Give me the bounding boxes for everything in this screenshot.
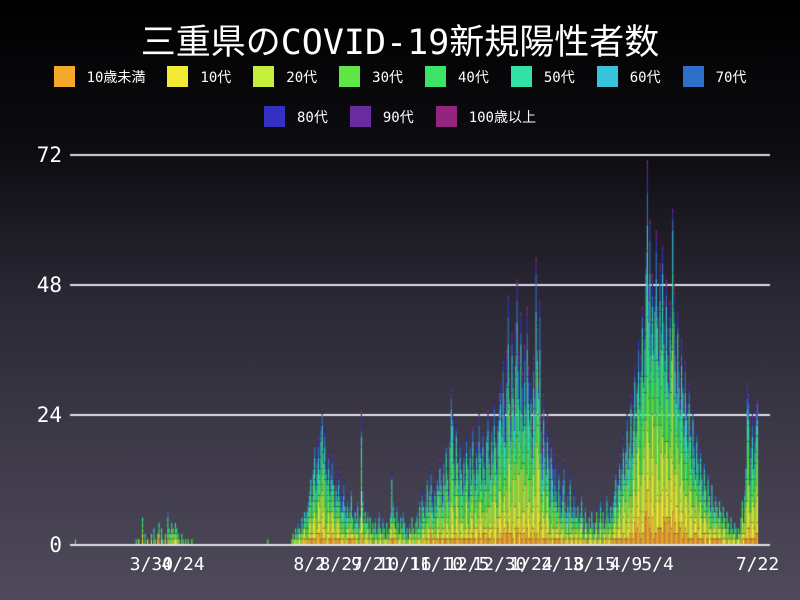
legend-swatch-icon (682, 66, 704, 87)
legend-item: 70代 (682, 66, 747, 87)
y-tick-label: 0 (49, 533, 62, 557)
legend-label: 80代 (296, 109, 328, 126)
x-tick-label: 12/30 (472, 554, 527, 575)
x-tick-label: 4/9 (609, 554, 643, 575)
chart-title: 三重県のCOVID-19新規陽性者数 (140, 23, 660, 63)
legend-swatch-icon (167, 66, 189, 87)
legend-label: 10歳未満 (86, 69, 146, 86)
legend-item: 90代 (349, 106, 414, 127)
x-tick-label: 8/27 (319, 554, 363, 575)
x-tick-label: 4/24 (161, 554, 205, 575)
legend-swatch-icon (263, 106, 285, 127)
legend-swatch-icon (510, 66, 532, 87)
legend-swatch-icon (53, 66, 75, 87)
legend-item: 50代 (510, 66, 575, 87)
y-tick-label: 48 (36, 273, 62, 297)
x-tick-label: 3/30 (129, 554, 174, 575)
legend-label: 90代 (382, 109, 414, 126)
legend-label: 20代 (286, 69, 318, 86)
legend-swatch-icon (425, 66, 446, 87)
x-tick-label: 11/10 (409, 554, 464, 575)
legend-label: 70代 (715, 69, 747, 86)
legend-label: 10代 (200, 69, 232, 86)
legend-row-1: 10歳未満 10代 20代 30代 40代 50代 60代 70代 (0, 66, 800, 87)
x-tick-label: 9/21 (351, 554, 395, 575)
legend-item: 20代 (253, 66, 317, 87)
y-tick-label: 72 (36, 143, 62, 167)
x-tick-label: 1/24 (509, 554, 553, 575)
legend-item: 10歳未満 (53, 66, 146, 87)
legend-swatch-icon (435, 106, 457, 127)
legend-swatch-icon (349, 106, 371, 127)
x-tick-label: 5/4 (641, 554, 674, 575)
y-tick-label: 24 (36, 403, 62, 427)
x-tick-label: 2/18 (540, 554, 585, 575)
legend-label: 40代 (458, 69, 489, 86)
legend-label: 30代 (372, 69, 403, 86)
legend-item: 40代 (425, 66, 489, 87)
x-tick-label: 3/15 (572, 554, 616, 575)
legend-item: 30代 (339, 66, 403, 87)
x-tick-label: 7/22 (735, 554, 780, 575)
legend-swatch-icon (253, 66, 275, 87)
x-tick-label: 8/2 (293, 554, 326, 575)
x-tick-label: 10/16 (377, 554, 432, 575)
legend-label: 50代 (543, 69, 575, 86)
legend-label: 100歳以上 (468, 109, 536, 126)
legend-item: 60代 (596, 66, 661, 87)
legend-row-2: 80代 90代 100歳以上 (0, 106, 800, 127)
legend-swatch-icon (339, 66, 361, 87)
x-tick-label: 12/5 (446, 554, 490, 575)
legend-item: 80代 (263, 106, 328, 127)
legend-swatch-icon (596, 66, 618, 87)
legend-label: 60代 (629, 69, 661, 86)
legend-item: 10代 (167, 66, 231, 87)
legend-item: 100歳以上 (435, 106, 536, 127)
